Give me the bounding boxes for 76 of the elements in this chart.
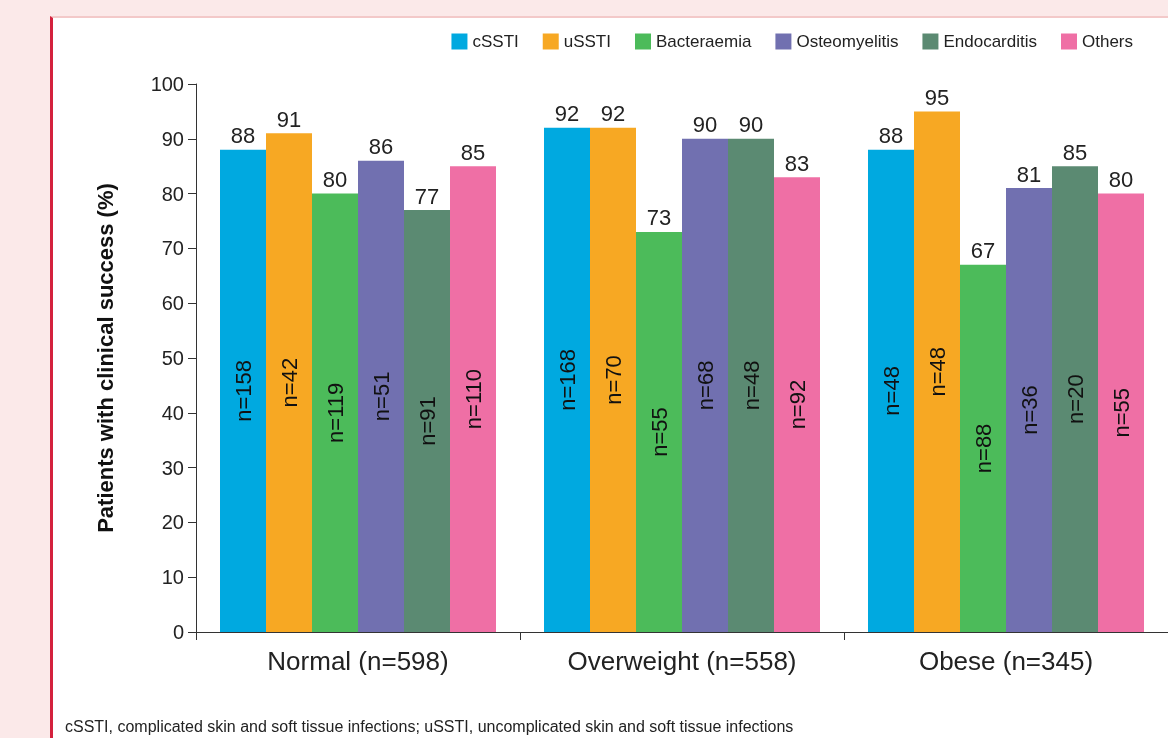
y-tick-label: 80 bbox=[161, 182, 184, 205]
data-label: 77 bbox=[414, 183, 440, 209]
y-axis-title: Patients with clinical success (%) bbox=[92, 183, 118, 533]
y-tick-label: 90 bbox=[161, 127, 184, 150]
annotation: n=42 bbox=[276, 357, 302, 408]
annotation: n=119 bbox=[322, 382, 348, 443]
annotation: n=110 bbox=[460, 369, 486, 430]
data-label: 88 bbox=[878, 123, 904, 149]
bar bbox=[868, 149, 914, 632]
annotation: n=48 bbox=[924, 346, 950, 397]
legend-label: Osteomyelitis bbox=[796, 32, 899, 51]
bar bbox=[960, 264, 1006, 632]
bar bbox=[266, 133, 312, 632]
data-label: 92 bbox=[600, 101, 626, 127]
data-label: 88 bbox=[230, 123, 256, 149]
data-label: 91 bbox=[276, 106, 302, 132]
legend-label: cSSTI bbox=[472, 32, 519, 51]
data-label: 73 bbox=[646, 205, 672, 231]
annotation: n=68 bbox=[692, 360, 718, 411]
y-tick-label: 10 bbox=[161, 566, 184, 589]
text: cSSTI, complicated skin and soft tissue infections; uSSTI, uncomplicated skin and soft tissue infections bbox=[65, 717, 794, 735]
data-label: 83 bbox=[784, 150, 810, 176]
legend-label: uSSTI bbox=[563, 32, 611, 51]
annotation: n=36 bbox=[1016, 385, 1042, 435]
y-tick-label: 50 bbox=[161, 347, 184, 369]
annotation: n=48 bbox=[738, 360, 764, 411]
annotation: n=55 bbox=[1108, 388, 1134, 438]
bar bbox=[312, 193, 358, 632]
bar bbox=[774, 177, 820, 632]
annotation: n=70 bbox=[600, 355, 626, 405]
bar bbox=[404, 210, 450, 632]
y-tick-label: 70 bbox=[161, 237, 184, 260]
annotation: n=168 bbox=[554, 349, 580, 411]
data-label: 90 bbox=[738, 112, 764, 138]
data-label: 95 bbox=[924, 84, 950, 110]
bar bbox=[544, 127, 590, 632]
x-tick-label: Overweight (n=558) bbox=[567, 646, 797, 676]
annotation: n=92 bbox=[784, 379, 810, 430]
bar bbox=[1006, 188, 1052, 632]
y-tick-label: 60 bbox=[161, 292, 184, 315]
bar bbox=[914, 111, 960, 632]
data-label: 81 bbox=[1016, 161, 1042, 187]
annotation: n=51 bbox=[368, 371, 394, 422]
bar bbox=[1052, 166, 1098, 632]
bar bbox=[728, 138, 774, 632]
data-label: 92 bbox=[554, 101, 580, 127]
legend-label: Others bbox=[1081, 32, 1134, 51]
y-tick-label: 0 bbox=[172, 621, 184, 643]
bar bbox=[450, 166, 496, 632]
data-label: 80 bbox=[1108, 167, 1134, 193]
data-label: 67 bbox=[970, 238, 996, 264]
x-tick-label: Obese (n=345) bbox=[918, 646, 1094, 676]
annotation: n=158 bbox=[230, 359, 256, 422]
y-tick-label: 30 bbox=[161, 456, 184, 479]
bar bbox=[358, 160, 404, 632]
bar bbox=[682, 138, 728, 632]
bar bbox=[636, 231, 682, 632]
bar bbox=[220, 149, 266, 632]
annotation: n=88 bbox=[970, 423, 996, 474]
data-label: 80 bbox=[322, 167, 348, 193]
annotation: n=20 bbox=[1062, 374, 1088, 424]
y-tick-label: 100 bbox=[150, 73, 184, 95]
legend-label: Bacteraemia bbox=[655, 32, 752, 51]
annotation: n=91 bbox=[414, 396, 440, 446]
x-tick-label: Normal (n=598) bbox=[267, 646, 449, 676]
annotation: n=55 bbox=[646, 407, 672, 457]
data-label: 85 bbox=[1062, 139, 1088, 165]
data-label: 85 bbox=[460, 139, 486, 165]
annotation: n=48 bbox=[878, 366, 904, 416]
data-label: 90 bbox=[692, 112, 718, 138]
bar bbox=[1098, 193, 1144, 632]
data-label: 86 bbox=[368, 134, 394, 160]
y-tick-label: 20 bbox=[161, 511, 184, 534]
y-tick-label: 40 bbox=[161, 401, 184, 424]
bar bbox=[590, 127, 636, 632]
legend-label: Endocarditis bbox=[943, 32, 1037, 51]
